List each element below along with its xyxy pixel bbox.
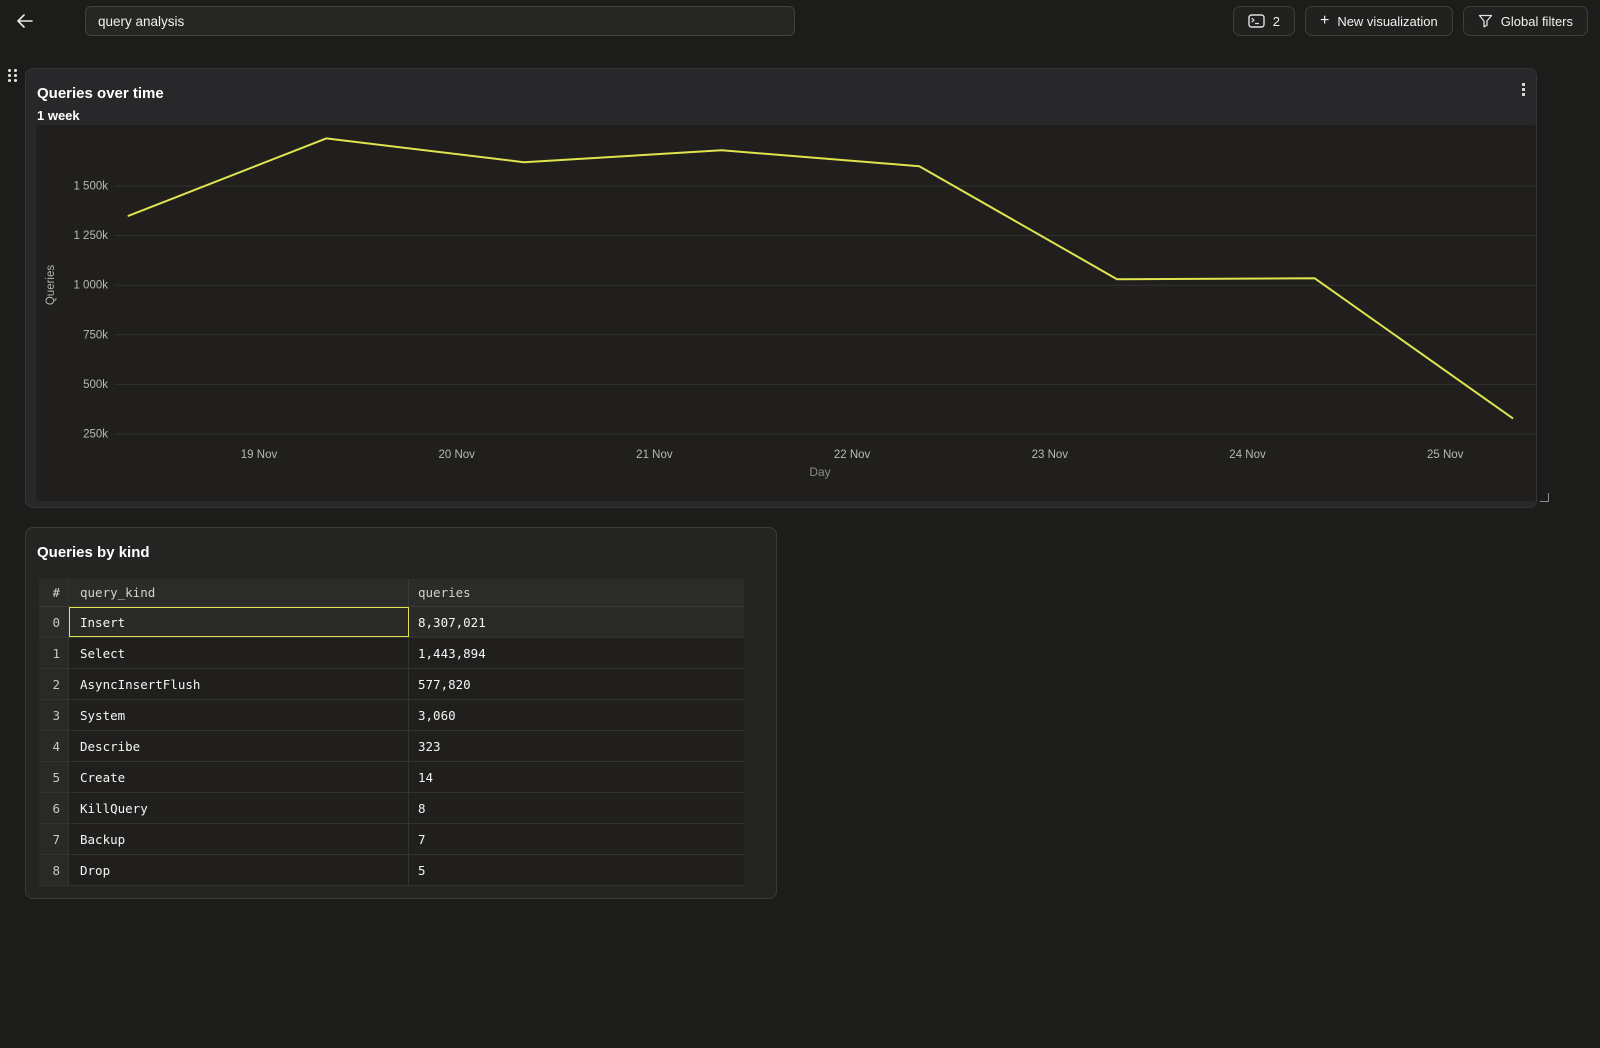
table-row: 7 Backup 7 bbox=[39, 824, 744, 855]
x-axis-title: Day bbox=[809, 465, 830, 479]
cell-query-kind[interactable]: System bbox=[69, 700, 409, 730]
cell-queries[interactable]: 5 bbox=[418, 862, 426, 878]
cell-query-kind[interactable]: Insert bbox=[69, 607, 409, 637]
cell-queries[interactable]: 1,443,894 bbox=[418, 645, 486, 661]
cell-row-index: 4 bbox=[39, 731, 69, 761]
cell-query-kind[interactable]: Describe bbox=[69, 731, 409, 761]
global-filters-label: Global filters bbox=[1500, 13, 1573, 29]
table-row: 0 Insert 8,307,021 bbox=[39, 607, 744, 638]
back-button[interactable] bbox=[10, 8, 38, 34]
table-row: 1 Select 1,443,894 bbox=[39, 638, 744, 669]
y-axis-tick-label: 1 250k bbox=[73, 230, 108, 242]
cell-queries[interactable]: 8,307,021 bbox=[418, 614, 486, 630]
topbar: 2 + New visualization Global filters bbox=[0, 0, 1600, 42]
global-filters-button[interactable]: Global filters bbox=[1462, 6, 1588, 36]
cell-queries[interactable]: 323 bbox=[418, 738, 441, 754]
cell-queries[interactable]: 14 bbox=[418, 769, 434, 785]
column-header-index: # bbox=[39, 579, 69, 606]
cell-query-kind[interactable]: Drop bbox=[69, 855, 409, 885]
queries-over-time-panel: Queries over time 1 week 250k 500k 750k 1 0… bbox=[25, 68, 1537, 508]
x-axis-tick-label: 22 Nov bbox=[834, 449, 871, 461]
chart-subtitle: 1 week bbox=[37, 108, 80, 123]
y-axis-title: Queries bbox=[45, 265, 57, 306]
queries-line-chart[interactable]: 250k 500k 750k 1 000k 1 250k 1 500k 19 Nov 20 N… bbox=[36, 125, 1536, 501]
x-axis-tick-label: 25 Nov bbox=[1427, 449, 1464, 461]
sql-console-icon bbox=[1248, 14, 1265, 28]
x-axis-tick-label: 23 Nov bbox=[1032, 449, 1069, 461]
x-axis-tick-label: 24 Nov bbox=[1229, 449, 1266, 461]
table-row: 5 Create 14 bbox=[39, 762, 744, 793]
cell-query-kind[interactable]: Select bbox=[69, 638, 409, 668]
queries-series-line bbox=[127, 137, 1514, 420]
y-axis-tick-label: 750k bbox=[83, 329, 108, 341]
table-header-row: # query_kind queries bbox=[39, 579, 744, 607]
dashboard-title-input[interactable] bbox=[85, 6, 795, 36]
panel-drag-handle-icon[interactable] bbox=[6, 66, 20, 86]
y-axis-tick-label: 250k bbox=[83, 429, 108, 441]
y-axis-tick-label: 1 000k bbox=[73, 280, 108, 292]
x-axis-tick-label: 21 Nov bbox=[636, 449, 673, 461]
cell-row-index: 0 bbox=[39, 607, 69, 637]
sql-console-tabs-button[interactable]: 2 bbox=[1232, 6, 1295, 36]
cell-query-kind[interactable]: Backup bbox=[69, 824, 409, 854]
table-row: 8 Drop 5 bbox=[39, 855, 744, 886]
table-row: 4 Describe 323 bbox=[39, 731, 744, 762]
cell-row-index: 8 bbox=[39, 855, 69, 885]
table-row: 2 AsyncInsertFlush 577,820 bbox=[39, 669, 744, 700]
queries-by-kind-table: # query_kind queries 0 Insert 8,307,021 1 Selec… bbox=[39, 579, 744, 886]
cell-queries[interactable]: 8 bbox=[418, 800, 426, 816]
cell-query-kind[interactable]: AsyncInsertFlush bbox=[69, 669, 409, 699]
console-tab-count: 2 bbox=[1272, 13, 1280, 29]
back-arrow-icon bbox=[16, 14, 33, 28]
panel-resize-handle-icon[interactable] bbox=[1540, 493, 1549, 502]
column-header-queries: queries bbox=[418, 585, 471, 600]
table-row: 3 System 3,060 bbox=[39, 700, 744, 731]
cell-row-index: 3 bbox=[39, 700, 69, 730]
y-axis-tick-label: 1 500k bbox=[73, 181, 108, 193]
x-axis-tick-label: 20 Nov bbox=[438, 449, 475, 461]
cell-query-kind[interactable]: KillQuery bbox=[69, 793, 409, 823]
chart-title: Queries over time bbox=[37, 85, 164, 102]
new-visualization-label: New visualization bbox=[1337, 13, 1438, 29]
cell-queries[interactable]: 3,060 bbox=[418, 707, 456, 723]
cell-queries[interactable]: 7 bbox=[418, 831, 426, 847]
new-visualization-button[interactable]: + New visualization bbox=[1304, 6, 1453, 36]
x-axis-tick-label: 19 Nov bbox=[241, 449, 278, 461]
cell-row-index: 2 bbox=[39, 669, 69, 699]
topbar-actions: 2 + New visualization Global filters bbox=[1232, 6, 1588, 36]
cell-queries[interactable]: 577,820 bbox=[418, 676, 471, 692]
y-axis-tick-label: 500k bbox=[83, 379, 108, 391]
cell-row-index: 5 bbox=[39, 762, 69, 792]
queries-by-kind-panel: Queries by kind # query_kind queries 0 Inser… bbox=[25, 527, 777, 899]
cell-query-kind[interactable]: Create bbox=[69, 762, 409, 792]
cell-row-index: 7 bbox=[39, 824, 69, 854]
column-header-query-kind: query_kind bbox=[69, 579, 409, 606]
table-row: 6 KillQuery 8 bbox=[39, 793, 744, 824]
chart-menu-button[interactable] bbox=[1514, 79, 1532, 99]
funnel-icon bbox=[1478, 14, 1492, 28]
cell-row-index: 6 bbox=[39, 793, 69, 823]
cell-row-index: 1 bbox=[39, 638, 69, 668]
table-title: Queries by kind bbox=[37, 544, 150, 561]
plus-icon: + bbox=[1319, 11, 1330, 29]
